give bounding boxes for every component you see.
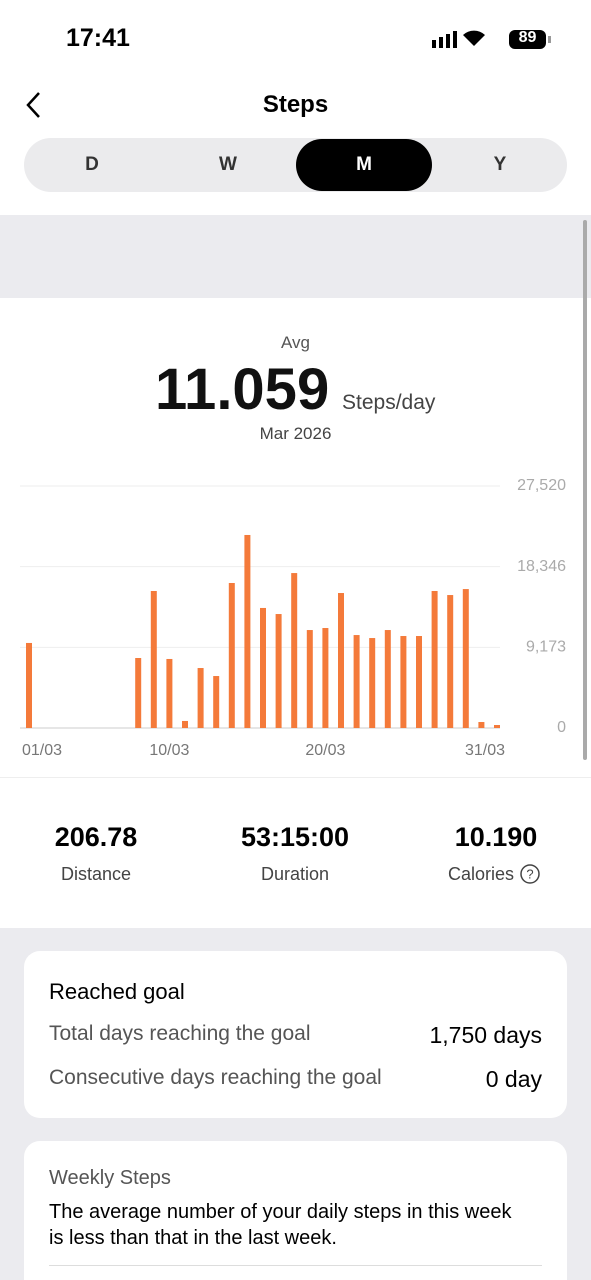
tab[interactable]: M (296, 139, 432, 191)
stat-label: Distance (60, 864, 132, 884)
stat-value: 10.190 (454, 822, 538, 852)
bar (228, 582, 235, 728)
bar (353, 635, 360, 728)
divider (0, 777, 591, 778)
card-text: The average number of your daily steps i… (49, 1201, 512, 1249)
info-icon[interactable]: ? (519, 863, 541, 885)
scrollbar (583, 220, 587, 760)
bar (306, 630, 313, 728)
bar (213, 676, 220, 728)
bar (494, 725, 500, 728)
period: Mar 2026 (259, 424, 332, 443)
row-value: 1,750 days (429, 1022, 542, 1048)
y-tick-label: 9,173 (526, 639, 566, 656)
row-label: Consecutive days reaching the goal (49, 1066, 382, 1089)
tab-bar (24, 138, 567, 192)
status-time: 17:41 (66, 24, 130, 52)
x-tick-label: 20/03 (305, 742, 345, 759)
y-tick-label: 18,346 (517, 558, 566, 575)
x-tick-label: 31/03 (465, 742, 505, 759)
bar (244, 534, 251, 728)
avg-value: 11.059 (155, 357, 330, 422)
x-tick-label: 01/03 (22, 742, 62, 759)
bar (275, 614, 282, 728)
bar (197, 668, 204, 728)
bar (166, 658, 173, 728)
bar (400, 636, 407, 728)
card-title: Reached goal (49, 979, 185, 1004)
tab[interactable]: W (219, 154, 237, 175)
bar (416, 636, 422, 728)
bar (26, 642, 32, 728)
bar (291, 573, 298, 728)
svg-text:?: ? (526, 866, 533, 881)
page-title: Steps (262, 91, 329, 118)
bar (431, 590, 438, 728)
bar (260, 607, 266, 728)
stat-value: 206.78 (54, 822, 138, 852)
tab[interactable]: D (85, 154, 99, 175)
tab[interactable]: Y (493, 154, 507, 175)
battery-level: 89 (518, 29, 537, 46)
bar (182, 720, 188, 728)
bar (384, 630, 391, 728)
bar (150, 590, 157, 728)
back-button[interactable] (22, 90, 46, 120)
stat-label: Calories (448, 864, 515, 884)
bar (322, 628, 329, 728)
avg-label: Avg (281, 333, 310, 352)
y-tick-label: 27,520 (517, 477, 566, 494)
status-icons (432, 30, 551, 49)
x-tick-label: 10/03 (149, 742, 189, 759)
bar (135, 658, 142, 728)
stat-label: Duration (260, 864, 330, 884)
bar (447, 595, 454, 728)
weekly-card: Weekly Steps The average number of your … (24, 1141, 567, 1280)
card-title: Weekly Steps (49, 1167, 171, 1189)
bar (338, 593, 344, 728)
avg-unit: Steps/day (342, 391, 436, 414)
bar (369, 638, 376, 728)
row-label: Total days reaching the goal (49, 1022, 311, 1045)
bar (462, 589, 469, 728)
bar (478, 722, 485, 728)
divider (49, 1265, 542, 1266)
row-value: 0 day (485, 1066, 542, 1092)
y-tick-label: 0 (557, 719, 566, 736)
chart: 0 9,173 18,346 27,520 01/03 10/03 20/03 31/03 (20, 477, 566, 759)
stat-value: 53:15:00 (240, 822, 350, 852)
goal-card: Reached goal Total days reaching the goa… (24, 951, 567, 1118)
